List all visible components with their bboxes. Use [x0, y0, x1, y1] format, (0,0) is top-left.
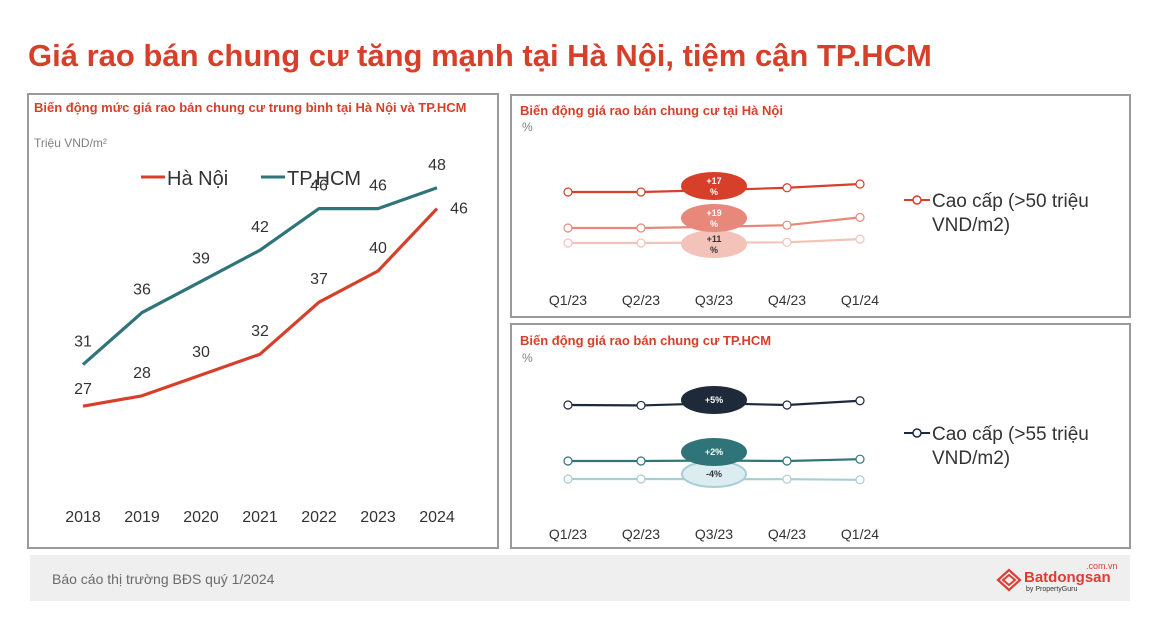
- change-label: -4%: [706, 469, 722, 479]
- footer: Báo cáo thị trường BĐS quý 1/2024 .com.v…: [30, 555, 1130, 601]
- data-label: 46: [450, 201, 468, 218]
- data-point: [563, 223, 573, 233]
- series-line-0: [82, 207, 439, 408]
- x-tick-label: Q1/23: [549, 526, 587, 542]
- chart-title: Biến động giá rao bán chung cư tại Hà Nộ…: [520, 103, 783, 118]
- chart-unit: %: [522, 351, 533, 365]
- brand-logo: .com.vn Batdongsan by PropertyGuru: [996, 561, 1118, 595]
- data-point: [636, 187, 646, 197]
- data-label: 40: [369, 240, 387, 257]
- data-point: [855, 212, 865, 222]
- logo-sub: by PropertyGuru: [1026, 586, 1078, 593]
- hanoi-change-chart-panel: Biến động giá rao bán chung cư tại Hà Nộ…: [510, 94, 1131, 318]
- data-label: 37: [310, 271, 328, 288]
- data-label: 46: [310, 178, 328, 195]
- x-tick-label: 2022: [301, 509, 337, 526]
- x-tick-label: Q1/24: [841, 292, 879, 308]
- data-label: 48: [428, 157, 446, 174]
- data-point: [782, 183, 792, 193]
- data-point: [855, 454, 865, 464]
- change-label-unit: %: [710, 245, 718, 255]
- data-point: [636, 238, 646, 248]
- x-tick-label: Q2/23: [622, 526, 660, 542]
- yearly-price-chart-panel: Biến động mức giá rao bán chung cư trung…: [27, 93, 499, 549]
- footer-text: Báo cáo thị trường BĐS quý 1/2024: [52, 571, 275, 587]
- legend-label: Hà Nội: [167, 168, 228, 190]
- x-tick-label: 2018: [65, 509, 101, 526]
- data-point: [855, 234, 865, 244]
- data-point: [782, 474, 792, 484]
- data-point: [563, 456, 573, 466]
- series-line-1: [81, 186, 438, 366]
- data-point: [782, 456, 792, 466]
- change-label: +2%: [705, 447, 723, 457]
- x-tick-label: Q3/23: [695, 526, 733, 542]
- x-tick-label: 2019: [124, 509, 160, 526]
- change-label: +11: [707, 234, 722, 244]
- data-point: [636, 456, 646, 466]
- data-label: 27: [74, 381, 92, 398]
- data-point: [855, 179, 865, 189]
- data-label: 32: [251, 323, 269, 340]
- data-label: 28: [133, 365, 151, 382]
- x-tick-label: Q3/23: [695, 292, 733, 308]
- legend-label: TP.HCM: [287, 168, 361, 190]
- chart-title: Biến động giá rao bán chung cư TP.HCM: [520, 333, 772, 348]
- change-label-unit: %: [710, 219, 718, 229]
- data-point: [563, 238, 573, 248]
- chart-title: Biến động mức giá rao bán chung cư trung…: [34, 100, 467, 115]
- x-tick-label: Q2/23: [622, 292, 660, 308]
- data-label: 46: [369, 178, 387, 195]
- change-label: +17: [706, 176, 721, 186]
- x-tick-label: 2024: [419, 509, 455, 526]
- x-tick-label: 2021: [242, 509, 278, 526]
- legend-label: Cao cấp (>50 triệu: [932, 191, 1089, 212]
- legend-marker: [912, 195, 922, 205]
- data-point: [636, 223, 646, 233]
- logo-tld: .com.vn: [1086, 561, 1118, 571]
- x-tick-label: 2020: [183, 509, 219, 526]
- legend-label: Cao cấp (>55 triệu: [932, 424, 1089, 445]
- hcm-change-chart: -4% +2% +5% Cao cấp (>55 triệu VND/m2) Q1/23 Q…: [549, 386, 1089, 542]
- x-tick-label: 2023: [360, 509, 396, 526]
- page-title: Giá rao bán chung cư tăng mạnh tại Hà Nộ…: [28, 38, 932, 73]
- change-badge: [681, 204, 747, 232]
- change-label: +5%: [705, 395, 723, 405]
- x-tick-label: Q4/23: [768, 526, 806, 542]
- data-point: [563, 474, 573, 484]
- change-badge: [681, 386, 747, 414]
- data-label: 42: [251, 219, 269, 236]
- data-point: [855, 396, 865, 406]
- chart-unit: Triệu VND/m²: [34, 136, 107, 150]
- house-icon: [996, 568, 1022, 592]
- hanoi-change-chart: +11%+19%+17% Cao cấp (>50 triệuVND/m2)Q1/…: [549, 172, 1089, 308]
- data-point: [855, 475, 865, 485]
- data-point: [563, 187, 573, 197]
- legend-label-cont: VND/m2): [932, 215, 1010, 236]
- data-point: [782, 400, 792, 410]
- legend-label-cont: VND/m2): [932, 448, 1010, 469]
- legend-marker: [912, 428, 922, 438]
- data-label: 31: [74, 334, 92, 351]
- change-label-unit: %: [710, 187, 718, 197]
- data-point: [636, 474, 646, 484]
- x-tick-label: Q1/23: [549, 292, 587, 308]
- x-tick-label: Q4/23: [768, 292, 806, 308]
- yearly-price-chart: Hà Nội TP.HCM 31 36 39 42 46 46 48 27 28 30 32 37 40 46…: [65, 157, 468, 526]
- change-badge: [681, 172, 747, 200]
- data-point: [636, 400, 646, 411]
- data-point: [563, 400, 573, 410]
- hcm-change-chart-panel: Biến động giá rao bán chung cư TP.HCM % …: [510, 323, 1131, 549]
- data-label: 36: [133, 282, 151, 299]
- data-label: 30: [192, 344, 210, 361]
- chart-unit: %: [522, 120, 533, 134]
- x-tick-label: Q1/24: [841, 526, 879, 542]
- change-badge: [681, 438, 747, 466]
- change-label: +19: [706, 208, 721, 218]
- logo-name: Batdongsan: [1024, 569, 1111, 586]
- data-point: [782, 237, 792, 247]
- data-label: 39: [192, 250, 210, 267]
- data-point: [782, 220, 792, 230]
